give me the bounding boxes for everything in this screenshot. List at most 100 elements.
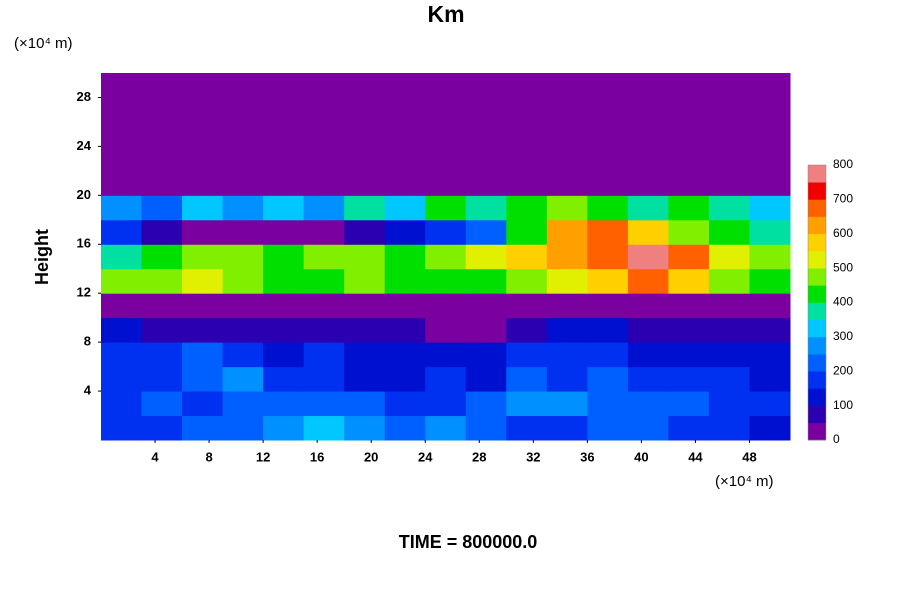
cell [263, 317, 305, 343]
cell [101, 219, 143, 245]
cell [627, 219, 669, 245]
cell [384, 366, 426, 392]
cell [222, 219, 264, 245]
colorbar-swatch [808, 319, 826, 338]
cell [182, 219, 224, 245]
cell [627, 244, 669, 270]
cell [546, 244, 588, 270]
cell [222, 317, 264, 343]
cell [506, 73, 548, 98]
cell [263, 293, 305, 319]
cell [182, 342, 224, 368]
x-tick-label: 12 [256, 449, 270, 464]
cell [587, 195, 629, 221]
cell [627, 391, 669, 417]
cell [668, 415, 710, 441]
cell [263, 244, 305, 270]
cell [465, 391, 507, 417]
cell [668, 97, 710, 123]
cell [222, 170, 264, 196]
cell [587, 415, 629, 441]
cell [141, 391, 183, 417]
cell [263, 415, 305, 441]
colorbar-swatch [808, 388, 826, 406]
cell [749, 170, 791, 196]
cell [182, 317, 224, 343]
cell [668, 342, 710, 368]
cell [182, 146, 224, 172]
cell [749, 73, 791, 98]
cell [303, 146, 345, 172]
cell [425, 366, 467, 392]
y-tick-label: 12 [77, 285, 91, 300]
cell [708, 244, 750, 270]
cell [708, 391, 750, 417]
cell [344, 73, 386, 98]
y-unit: (×10⁴ m) [14, 35, 73, 52]
cell [222, 366, 264, 392]
cell [546, 268, 588, 294]
cell [303, 195, 345, 221]
cell [182, 391, 224, 417]
cell [465, 244, 507, 270]
cell [506, 293, 548, 319]
cell [587, 342, 629, 368]
cell [425, 342, 467, 368]
cell [465, 293, 507, 319]
cell [546, 317, 588, 343]
colorbar-swatch [808, 199, 826, 217]
cell [222, 391, 264, 417]
cell [425, 293, 467, 319]
cell [384, 195, 426, 221]
cell [263, 195, 305, 221]
cell [506, 195, 548, 221]
cell [749, 146, 791, 172]
x-tick-label: 36 [580, 449, 594, 464]
cell [749, 97, 791, 123]
cell [384, 121, 426, 147]
cell [344, 146, 386, 172]
cell [668, 146, 710, 172]
cell [141, 244, 183, 270]
cell [506, 268, 548, 294]
cell [303, 391, 345, 417]
cell [465, 195, 507, 221]
colorbar-swatch [808, 285, 826, 303]
cell [141, 121, 183, 147]
cell [668, 366, 710, 392]
cell [263, 146, 305, 172]
cell [182, 97, 224, 123]
cell [141, 219, 183, 245]
x-tick-label: 20 [364, 449, 378, 464]
cell [101, 293, 143, 319]
cell [344, 391, 386, 417]
cell [182, 293, 224, 319]
colorbar-swatch [808, 302, 826, 320]
cell [384, 219, 426, 245]
cell [222, 415, 264, 441]
x-tick-label: 16 [310, 449, 324, 464]
colorbar-tick-label: 400 [833, 295, 853, 309]
colorbar-swatch [808, 182, 826, 200]
cell [465, 342, 507, 368]
cell [465, 219, 507, 245]
cell [222, 195, 264, 221]
cell [141, 73, 183, 98]
cell [546, 366, 588, 392]
cell [708, 415, 750, 441]
x-tick-label: 32 [526, 449, 540, 464]
cell [708, 146, 750, 172]
cell [627, 146, 669, 172]
colorbar-tick-label: 200 [833, 363, 853, 377]
cell [749, 195, 791, 221]
cell [384, 391, 426, 417]
cell [182, 244, 224, 270]
colorbar-tick-label: 700 [833, 192, 853, 206]
cell [222, 268, 264, 294]
cell [506, 244, 548, 270]
cell [546, 293, 588, 319]
cell [627, 268, 669, 294]
cell [627, 97, 669, 123]
cell [587, 97, 629, 123]
cell [344, 415, 386, 441]
